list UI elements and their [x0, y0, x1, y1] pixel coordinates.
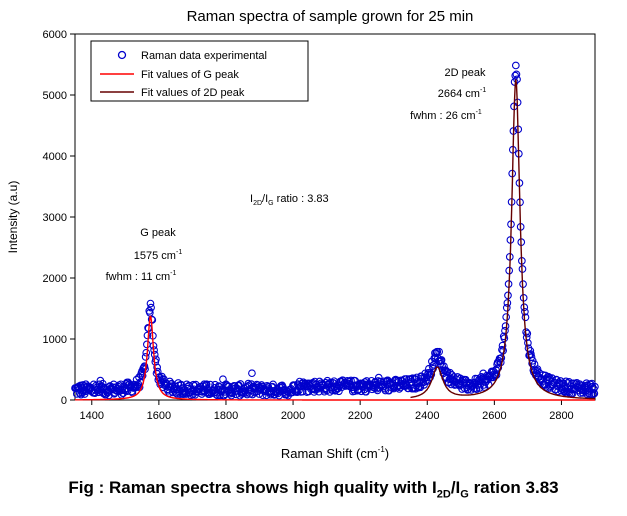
x-tick-label: 2400	[415, 410, 439, 422]
data-point	[521, 313, 530, 322]
y-tick-label: 3000	[43, 212, 67, 224]
data-point	[146, 299, 155, 308]
data-point	[544, 372, 553, 381]
data-point	[98, 379, 107, 388]
data-point	[135, 373, 143, 382]
g-peak-position: 1575 cm-1	[134, 249, 183, 262]
x-tick-label: 2800	[549, 410, 573, 422]
data-point	[141, 353, 150, 361]
data-point	[189, 380, 198, 389]
y-axis-label: Intensity (a.u)	[6, 181, 20, 254]
data-point	[452, 380, 460, 389]
x-tick-label: 1800	[214, 410, 238, 422]
axis-ticks: 1400 1600 1800 2000 2200 2400 2600 2800 0 1000 200…	[43, 29, 574, 422]
data-point	[153, 363, 161, 372]
legend-label-2d-fit: Fit values of 2D peak	[141, 87, 245, 99]
data-point	[501, 326, 509, 335]
data-point	[502, 303, 511, 312]
data-point	[264, 382, 273, 391]
data-point	[501, 322, 510, 330]
legend-label-experimental: Raman data experimental	[141, 50, 267, 62]
data-point	[128, 388, 137, 397]
data-point	[142, 348, 151, 357]
data-point	[295, 386, 303, 395]
data-point	[140, 362, 149, 371]
data-point	[498, 345, 506, 354]
data-point	[381, 386, 390, 395]
data-point	[269, 380, 277, 389]
data-point	[374, 373, 383, 382]
y-tick-label: 0	[61, 395, 67, 407]
x-tick-label: 2000	[281, 410, 305, 422]
data-point	[404, 384, 413, 393]
legend-label-g-fit: Fit values of G peak	[141, 69, 239, 81]
raman-chart: Raman spectra of sample grown for 25 min…	[6, 8, 599, 461]
y-tick-label: 5000	[43, 90, 67, 102]
legend: Raman data experimental Fit values of G …	[90, 40, 309, 102]
data-point	[511, 61, 520, 70]
data-point	[500, 334, 509, 343]
data-point	[589, 390, 597, 399]
data-point	[512, 70, 521, 79]
g-peak-annotation: G peak 1575 cm-1 fwhm : 11 cm-1	[106, 227, 183, 283]
data-point	[492, 365, 500, 374]
ratio-annotation: I2D/IG ratio : 3.83	[250, 193, 329, 207]
data-point	[480, 383, 489, 391]
g-peak-fwhm: fwhm : 11 cm-1	[106, 270, 177, 283]
data-point	[143, 331, 152, 340]
data-point	[498, 341, 507, 350]
data-point	[496, 354, 504, 363]
data-point	[523, 329, 532, 338]
x-tick-label: 2200	[348, 410, 372, 422]
y-tick-label: 1000	[43, 334, 67, 346]
data-point	[202, 380, 211, 389]
y-tick-label: 4000	[43, 151, 67, 163]
x-tick-label: 2600	[482, 410, 506, 422]
2d-peak-annotation: 2D peak 2664 cm-1 fwhm : 26 cm-1	[410, 67, 486, 122]
data-point	[525, 351, 534, 359]
2d-peak-position: 2664 cm-1	[438, 87, 487, 100]
data-point	[566, 385, 575, 394]
g-peak-fit-line	[75, 315, 595, 401]
data-point	[138, 371, 147, 380]
g-peak-title: G peak	[140, 227, 176, 239]
data-point	[234, 381, 243, 389]
data-point	[591, 382, 599, 391]
data-point	[513, 75, 521, 84]
data-point	[435, 347, 443, 356]
data-point	[143, 340, 151, 349]
x-tick-label: 1400	[80, 410, 104, 422]
data-point	[152, 355, 160, 364]
figure-caption: Fig : Raman spectra shows high quality w…	[68, 478, 559, 501]
data-point	[147, 303, 155, 312]
data-point	[511, 71, 520, 80]
data-point	[582, 379, 591, 388]
data-point	[216, 391, 224, 400]
2d-peak-fit-line	[410, 79, 596, 400]
plot-area	[71, 61, 599, 401]
x-axis-label: Raman Shift (cm-1)	[281, 445, 389, 461]
2d-peak-fwhm: fwhm : 26 cm-1	[410, 109, 482, 122]
chart-title: Raman spectra of sample grown for 25 min	[187, 8, 474, 25]
legend-marker-experimental	[117, 50, 127, 60]
data-point	[533, 365, 542, 374]
data-point	[524, 339, 532, 347]
data-point	[502, 313, 511, 321]
data-point	[497, 354, 506, 362]
x-tick-label: 1600	[147, 410, 171, 422]
y-tick-label: 6000	[43, 29, 67, 41]
2d-peak-title: 2D peak	[445, 67, 486, 79]
y-tick-label: 2000	[43, 273, 67, 285]
data-point	[248, 369, 256, 378]
